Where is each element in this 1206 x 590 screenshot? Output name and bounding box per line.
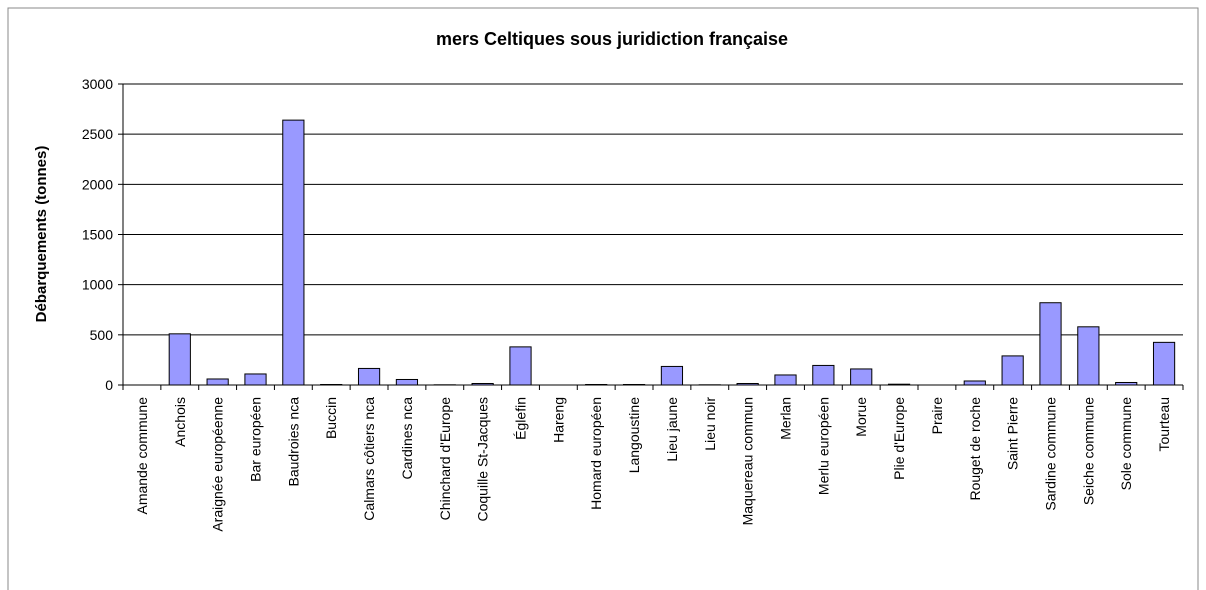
- x-tick-label: Tourteau: [1156, 397, 1172, 451]
- x-tick-label: Sardine commune: [1043, 397, 1059, 511]
- x-tick-label: Chinchard d'Europe: [437, 397, 453, 521]
- x-tick-label: Amande commune: [134, 397, 150, 515]
- bar: [812, 364, 835, 386]
- x-tick-label: Coquille St-Jacques: [475, 397, 491, 522]
- x-tick-label: Bar européen: [248, 397, 264, 482]
- bar: [774, 374, 797, 386]
- bar: [357, 367, 381, 386]
- x-tick-label: Lieu noir: [702, 397, 718, 451]
- y-tick-label: 500: [90, 327, 114, 343]
- y-axis-label: Débarquements (tonnes): [33, 146, 50, 323]
- x-tick-label: Cardines nca: [399, 397, 415, 480]
- bar: [660, 365, 684, 386]
- bar: [168, 333, 191, 386]
- y-tick-label: 2000: [82, 176, 113, 192]
- x-tick-label: Plie d'Europe: [891, 397, 907, 480]
- x-tick-label: Hareng: [550, 397, 566, 443]
- bar: [206, 378, 229, 386]
- bar: [320, 383, 343, 386]
- x-tick-label: Homard européen: [588, 397, 604, 510]
- x-tick-label: Saint Pierre: [1005, 397, 1021, 470]
- x-tick-label: Merlu européen: [815, 397, 831, 495]
- chart-title: mers Celtiques sous juridiction français…: [436, 29, 788, 49]
- x-tick-label: Maquereau commun: [740, 397, 756, 525]
- bar: [244, 373, 267, 386]
- bar: [1001, 355, 1024, 386]
- bar: [1115, 381, 1138, 386]
- y-tick-label: 1000: [82, 277, 113, 293]
- bar: [850, 368, 873, 386]
- bar: [509, 346, 532, 386]
- bar: [395, 378, 419, 386]
- x-tick-label: Sole commune: [1118, 397, 1134, 491]
- x-tick-label: Baudroies nca: [285, 397, 301, 487]
- bar: [1152, 341, 1176, 386]
- bar: [736, 382, 759, 386]
- bar: [887, 383, 911, 386]
- y-tick-label: 1500: [82, 227, 113, 243]
- y-tick-label: 3000: [82, 76, 113, 92]
- bar: [963, 380, 986, 386]
- bar: [622, 383, 646, 386]
- x-tick-label: Rouget de roche: [967, 397, 983, 501]
- x-tick-label: Langoustine: [626, 397, 642, 474]
- x-tick-label: Merlan: [778, 397, 794, 440]
- x-tick-label: Buccin: [323, 397, 339, 439]
- x-tick-label: Seiche commune: [1080, 397, 1096, 505]
- chart-frame: [7, 7, 1199, 590]
- bar: [282, 119, 305, 386]
- y-tick-label: 2500: [82, 126, 113, 142]
- x-tick-label: Praire: [929, 397, 945, 435]
- y-tick-label: 0: [105, 377, 113, 393]
- bar: [471, 382, 494, 386]
- x-tick-label: Lieu jaune: [664, 397, 680, 462]
- bar: [1039, 302, 1062, 386]
- bar: [1077, 326, 1100, 386]
- x-tick-label: Calmars côtiers nca: [361, 397, 377, 521]
- bar: [585, 383, 608, 386]
- x-tick-label: Morue: [853, 397, 869, 437]
- x-tick-label: Araignée européenne: [210, 397, 226, 532]
- x-tick-label: Églefin: [513, 397, 529, 440]
- x-tick-label: Anchois: [172, 397, 188, 447]
